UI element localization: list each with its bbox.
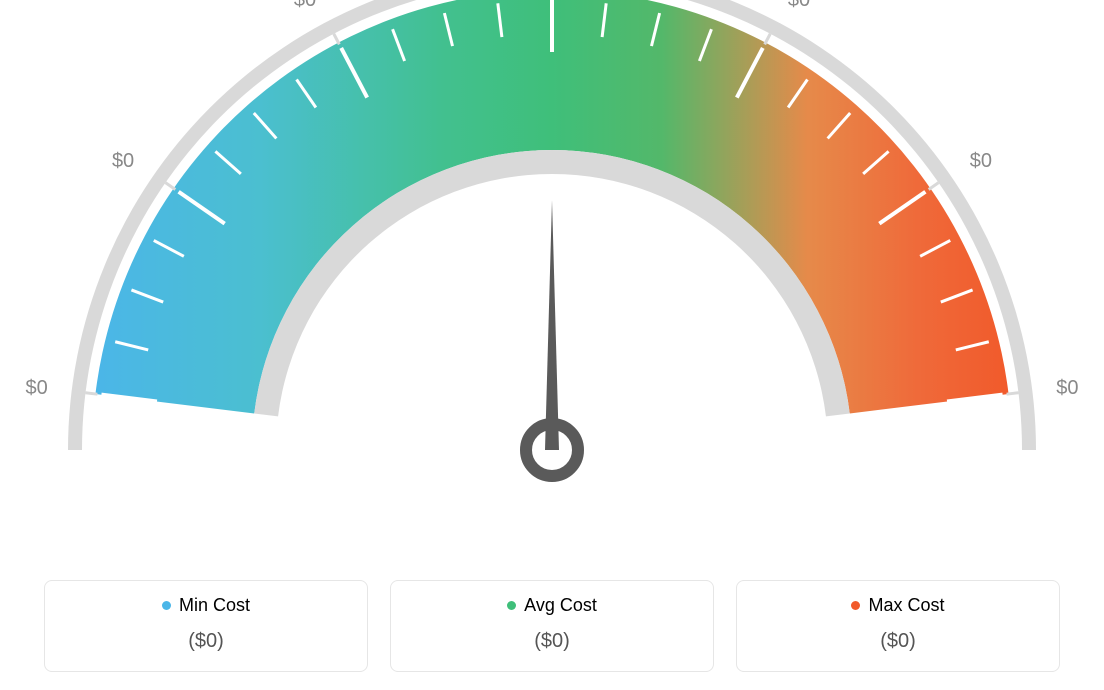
- legend-title-avg: Avg Cost: [507, 595, 597, 616]
- gauge-area: $0$0$0$0$0$0$0: [0, 0, 1104, 560]
- legend-dot-min: [162, 601, 171, 610]
- legend-value-min: ($0): [61, 630, 351, 653]
- legend-row: Min Cost ($0) Avg Cost ($0) Max Cost ($0…: [44, 580, 1060, 672]
- legend-dot-max: [851, 601, 860, 610]
- legend-label-max: Max Cost: [868, 595, 944, 616]
- svg-text:$0: $0: [970, 150, 992, 172]
- svg-text:$0: $0: [294, 0, 316, 11]
- legend-card-avg: Avg Cost ($0): [390, 580, 714, 672]
- svg-text:$0: $0: [1056, 377, 1078, 399]
- legend-card-min: Min Cost ($0): [44, 580, 368, 672]
- cost-gauge-chart: $0$0$0$0$0$0$0 Min Cost ($0) Avg Cost ($…: [0, 0, 1104, 690]
- svg-text:$0: $0: [788, 0, 810, 11]
- legend-title-max: Max Cost: [851, 595, 944, 616]
- svg-text:$0: $0: [26, 377, 48, 399]
- legend-title-min: Min Cost: [162, 595, 250, 616]
- gauge-svg: $0$0$0$0$0$0$0: [0, 0, 1104, 550]
- legend-dot-avg: [507, 601, 516, 610]
- legend-card-max: Max Cost ($0): [736, 580, 1060, 672]
- legend-label-min: Min Cost: [179, 595, 250, 616]
- legend-value-max: ($0): [753, 630, 1043, 653]
- legend-value-avg: ($0): [407, 630, 697, 653]
- legend-label-avg: Avg Cost: [524, 595, 597, 616]
- svg-text:$0: $0: [112, 150, 134, 172]
